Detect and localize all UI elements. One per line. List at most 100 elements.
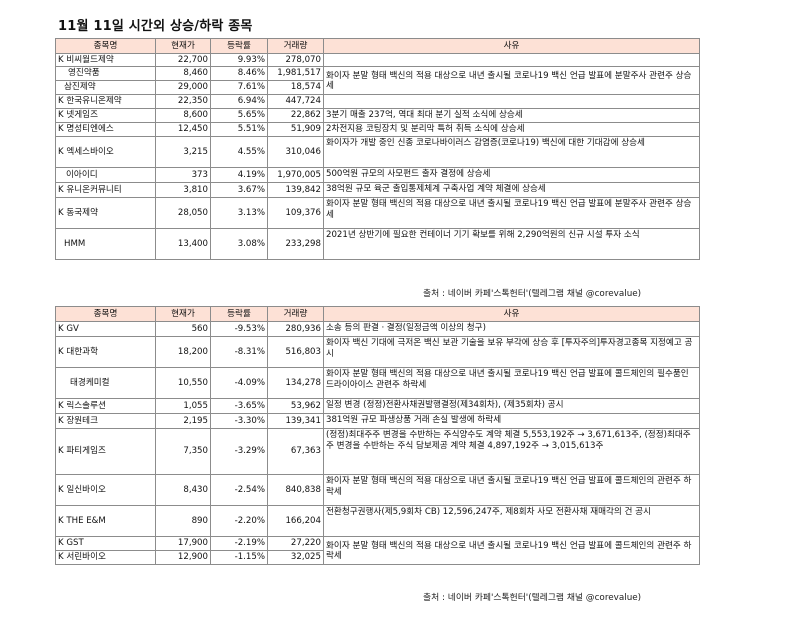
table-row: K 넷게임즈 8,600 5.65% 22,862 3분기 매출 237억, 역… (55, 108, 700, 123)
stock-volume: 1,970,005 (267, 167, 324, 183)
table-row: K 엑세스바이오 3,215 4.55% 310,046 화이자가 개발 중인 … (55, 136, 700, 168)
stock-reason: (정정)최대주주 변경을 수반하는 주식양수도 계약 체결 5,553,192주… (323, 428, 700, 475)
stock-rate: 4.19% (210, 167, 268, 183)
stock-price: 12,900 (155, 550, 211, 565)
table-row: K 릭스솔루션 1,055 -3.65% 53,962 일정 변경 (정정)전환… (55, 398, 700, 414)
stock-rate: -2.20% (210, 505, 268, 537)
stock-price: 29,000 (155, 80, 211, 95)
stock-price: 890 (155, 505, 211, 537)
table-row: K 대한과학 18,200 -8.31% 516,803 화이자 백신 기대에 … (55, 336, 700, 368)
stock-rate: -4.09% (210, 367, 268, 399)
stock-price: 3,215 (155, 136, 211, 168)
stock-price: 17,900 (155, 536, 211, 551)
stock-price: 22,700 (155, 53, 211, 67)
stock-volume: 280,936 (267, 321, 324, 337)
stock-reason (323, 94, 700, 109)
stock-price: 12,450 (155, 122, 211, 137)
stock-rate: -1.15% (210, 550, 268, 565)
stock-reason: 38억원 규모 육군 출입통제체계 구축사업 계약 체결에 상승세 (323, 182, 700, 198)
stock-volume: 134,278 (267, 367, 324, 399)
stock-reason: 화이자 분말 형태 백신의 적용 대상으로 내년 출시될 코로나19 백신 언급… (323, 197, 700, 229)
stock-reason (323, 53, 700, 67)
stock-price: 560 (155, 321, 211, 337)
header-rate: 등락률 (210, 306, 268, 322)
stock-rate: 3.67% (210, 182, 268, 198)
header-price: 현재가 (155, 38, 211, 54)
header-price: 현재가 (155, 306, 211, 322)
table-row: K GST 17,900 -2.19% 27,220 화이자 분말 형태 백신의… (55, 536, 700, 565)
table-header-row: 종목명 현재가 등락률 거래량 사유 (55, 38, 700, 54)
table-row: K 서린바이오 12,900 -1.15% 32,025 (55, 550, 700, 565)
stock-reason: 2021년 상반기에 필요한 컨테이너 기기 확보를 위해 2,290억원의 신… (323, 228, 700, 260)
stock-volume: 278,070 (267, 53, 324, 67)
stock-rate: 4.55% (210, 136, 268, 168)
table-header-row: 종목명 현재가 등락률 거래량 사유 (55, 306, 700, 322)
source-credit: 출처 : 네이버 카페'스톡헌터'(텔레그램 채널 @corevalue) (423, 289, 642, 299)
rising-stocks-table: 종목명 현재가 등락률 거래량 사유 K 비씨월드제약 22,700 9.93%… (55, 38, 700, 260)
table-row: K 장원테크 2,195 -3.30% 139,341 381억원 규모 파생상… (55, 413, 700, 429)
stock-volume: 53,962 (267, 398, 324, 414)
stock-volume: 27,220 (267, 536, 324, 551)
table-row: K THE E&M 890 -2.20% 166,204 전환청구권행사(제5,… (55, 505, 700, 537)
stock-volume: 22,862 (267, 108, 324, 123)
stock-price: 7,350 (155, 428, 211, 475)
table-row: K GV 560 -9.53% 280,936 소송 등의 판결ㆍ결정(일정금액… (55, 321, 700, 337)
table-row: K 유니온커뮤니티 3,810 3.67% 139,842 38억원 규모 육군… (55, 182, 700, 198)
stock-price: 2,195 (155, 413, 211, 429)
stock-name: K 비씨월드제약 (55, 53, 156, 67)
stock-reason: 화이자 백신 기대에 극저온 백신 보관 기술을 보유 부각에 상승 후 [투자… (323, 336, 700, 368)
stock-price: 18,200 (155, 336, 211, 368)
stock-reason: 2차전지용 코팅장치 및 분리막 특허 취득 소식에 상승세 (323, 122, 700, 137)
stock-volume: 18,574 (267, 80, 324, 95)
falling-stocks-table: 종목명 현재가 등락률 거래량 사유 K GV 560 -9.53% 280,9… (55, 306, 700, 565)
stock-reason: 500억원 규모의 사모펀드 출자 결정에 상승세 (323, 167, 700, 183)
table-row: K 동국제약 28,050 3.13% 109,376 화이자 분말 형태 백신… (55, 197, 700, 229)
table-row: K 명성티엔에스 12,450 5.51% 51,909 2차전지용 코팅장치 … (55, 122, 700, 137)
stock-rate: 5.51% (210, 122, 268, 137)
stock-rate: 3.13% (210, 197, 268, 229)
source-credit: 출처 : 네이버 카페'스톡헌터'(텔레그램 채널 @corevalue) (423, 593, 642, 603)
stock-rate: 5.65% (210, 108, 268, 123)
stock-rate: -2.54% (210, 474, 268, 506)
stock-price: 1,055 (155, 398, 211, 414)
table-row: HMM 13,400 3.08% 233,298 2021년 상반기에 필요한 … (55, 228, 700, 260)
stock-volume: 310,046 (267, 136, 324, 168)
stock-name: 영진약품 (55, 66, 156, 81)
header-name: 종목명 (55, 38, 156, 54)
stock-rate: -3.30% (210, 413, 268, 429)
stock-name: 삼진제약 (55, 80, 156, 95)
stock-price: 10,550 (155, 367, 211, 399)
stock-reason: 화이자 분말 형태 백신의 적용 대상으로 내년 출시될 코로나19 백신 언급… (323, 536, 700, 565)
stock-name: K 한국유니온제약 (55, 94, 156, 109)
stock-price: 8,430 (155, 474, 211, 506)
stock-name: HMM (55, 228, 156, 260)
stock-name: K 동국제약 (55, 197, 156, 229)
stock-name: K 릭스솔루션 (55, 398, 156, 414)
stock-volume: 1,981,517 (267, 66, 324, 81)
stock-reason: 381억원 규모 파생상품 거래 손실 발생에 하락세 (323, 413, 700, 429)
stock-reason: 화이자 분말 형태 백신의 적용 대상으로 내년 출시될 코로나19 백신 언급… (323, 474, 700, 506)
stock-reason: 소송 등의 판결ㆍ결정(일정금액 이상의 청구) (323, 321, 700, 337)
stock-volume: 233,298 (267, 228, 324, 260)
stock-name: K 넷게임즈 (55, 108, 156, 123)
stock-rate: -2.19% (210, 536, 268, 551)
stock-rate: 9.93% (210, 53, 268, 67)
header-volume: 거래량 (267, 306, 324, 322)
stock-volume: 67,363 (267, 428, 324, 475)
stock-reason: 일정 변경 (정정)전환사채권발행결정(제34회차), (제35회차) 공시 (323, 398, 700, 414)
stock-volume: 109,376 (267, 197, 324, 229)
stock-price: 13,400 (155, 228, 211, 260)
table-row: 삼진제약 29,000 7.61% 18,574 (55, 80, 700, 95)
stock-name: K 장원테크 (55, 413, 156, 429)
stock-rate: -3.65% (210, 398, 268, 414)
stock-name: K 일신바이오 (55, 474, 156, 506)
stock-name: 태경케미컬 (55, 367, 156, 399)
table-row: K 일신바이오 8,430 -2.54% 840,838 화이자 분말 형태 백… (55, 474, 700, 506)
stock-name: K THE E&M (55, 505, 156, 537)
header-name: 종목명 (55, 306, 156, 322)
table-row: K 한국유니온제약 22,350 6.94% 447,724 (55, 94, 700, 109)
header-reason: 사유 (323, 38, 700, 54)
stock-volume: 51,909 (267, 122, 324, 137)
stock-price: 8,460 (155, 66, 211, 81)
stock-name: K 파티게임즈 (55, 428, 156, 475)
